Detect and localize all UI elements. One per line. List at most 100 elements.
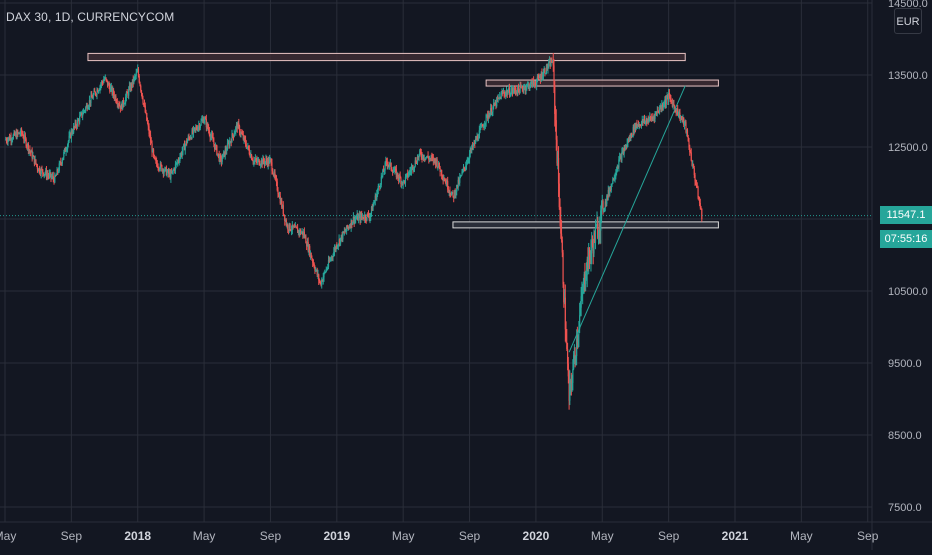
candle-body bbox=[88, 105, 90, 108]
candle-body bbox=[431, 157, 434, 159]
candle-body bbox=[145, 112, 147, 114]
candle-body bbox=[700, 207, 702, 209]
candle-body bbox=[48, 173, 51, 177]
candle-body bbox=[155, 159, 157, 161]
candle-body bbox=[17, 132, 20, 134]
candle-body bbox=[352, 216, 355, 223]
candle-body bbox=[13, 132, 15, 135]
candle-body bbox=[629, 136, 631, 138]
candle-body bbox=[532, 80, 534, 87]
candle-body bbox=[361, 216, 364, 218]
candle-body bbox=[548, 60, 551, 63]
candle-body bbox=[643, 118, 645, 123]
candle-body bbox=[480, 126, 482, 128]
candle-body bbox=[337, 244, 339, 246]
candle-body bbox=[554, 84, 556, 114]
candle-body bbox=[186, 141, 188, 144]
x-tick-label: May bbox=[392, 529, 415, 543]
resistance-zone bbox=[87, 52, 686, 62]
candle-body bbox=[25, 138, 27, 147]
candle-body bbox=[593, 232, 595, 254]
candle-body bbox=[415, 160, 417, 164]
y-axis[interactable]: 14500.013500.012500.011500.010500.09500.… bbox=[888, 0, 928, 514]
candle-body bbox=[619, 156, 621, 160]
candle-body bbox=[479, 127, 481, 131]
candle-body bbox=[494, 102, 496, 106]
candle-body bbox=[595, 224, 597, 229]
candle-body bbox=[665, 99, 667, 104]
candle-body bbox=[241, 132, 243, 134]
candle-body bbox=[355, 218, 358, 220]
candle-body bbox=[307, 242, 309, 251]
support-zone bbox=[452, 221, 719, 229]
candle-body bbox=[456, 184, 459, 188]
candle-body bbox=[183, 144, 186, 151]
candle-body bbox=[351, 220, 353, 225]
candle-body bbox=[263, 157, 265, 162]
candle-body bbox=[646, 119, 649, 123]
candle-body bbox=[603, 207, 606, 211]
candle-body bbox=[368, 216, 370, 219]
candle-body bbox=[536, 76, 539, 82]
candle-body bbox=[180, 153, 183, 156]
candle-body bbox=[490, 108, 493, 115]
candle-body bbox=[148, 126, 150, 134]
candle-body bbox=[185, 141, 187, 145]
candle-body bbox=[554, 113, 557, 121]
candle-body bbox=[100, 84, 102, 87]
candle-body bbox=[560, 233, 563, 241]
candle-body bbox=[52, 175, 54, 179]
candle-body bbox=[449, 191, 451, 194]
candle-body bbox=[260, 160, 263, 165]
candle-body bbox=[71, 130, 73, 134]
candle-body bbox=[247, 145, 249, 147]
candle-body bbox=[110, 86, 112, 88]
candle-body bbox=[342, 231, 344, 240]
candle-body bbox=[485, 114, 487, 123]
candle-body bbox=[398, 175, 401, 180]
candle-body bbox=[169, 172, 171, 179]
candle-body bbox=[445, 181, 447, 186]
candle-body bbox=[671, 100, 673, 102]
candle-body bbox=[591, 241, 593, 251]
candle-body bbox=[474, 141, 476, 144]
candle-body bbox=[689, 147, 691, 153]
candle-body bbox=[40, 168, 42, 174]
candle-body bbox=[378, 186, 380, 188]
candle-body bbox=[137, 69, 139, 72]
candle-body bbox=[463, 167, 465, 169]
candle-body bbox=[422, 154, 424, 159]
candle-body bbox=[61, 160, 63, 164]
candle-body bbox=[569, 380, 572, 383]
candle-body bbox=[93, 91, 95, 95]
candle-body bbox=[70, 130, 72, 139]
candle-body bbox=[15, 133, 17, 139]
candle-body bbox=[232, 133, 234, 136]
candle-body bbox=[517, 85, 520, 90]
x-tick-label: Sep bbox=[658, 529, 680, 543]
candle-body bbox=[225, 149, 227, 152]
candle-body bbox=[658, 111, 660, 113]
candle-body bbox=[623, 148, 625, 154]
candle-body bbox=[454, 191, 456, 196]
candle-body bbox=[64, 148, 66, 152]
candle-body bbox=[656, 110, 658, 113]
candle-body bbox=[385, 160, 387, 163]
currency-badge[interactable]: EUR bbox=[894, 8, 922, 34]
candle-body bbox=[272, 171, 274, 174]
candle-body bbox=[468, 159, 470, 161]
candle-body bbox=[272, 173, 275, 176]
candle-body bbox=[638, 124, 640, 126]
candle-body bbox=[265, 159, 267, 162]
candle-body bbox=[538, 76, 540, 78]
candle-body bbox=[350, 220, 352, 228]
last-price-label: 11547.1 bbox=[880, 206, 932, 224]
candle-body bbox=[567, 363, 569, 377]
candle-body bbox=[610, 183, 612, 190]
candle-body bbox=[173, 168, 175, 171]
candle-body bbox=[190, 137, 192, 139]
x-axis[interactable]: May Sep 2018 May Sep 2019 May Sep 2020 May Sep 2021… bbox=[0, 529, 879, 543]
candle-body bbox=[464, 167, 466, 169]
